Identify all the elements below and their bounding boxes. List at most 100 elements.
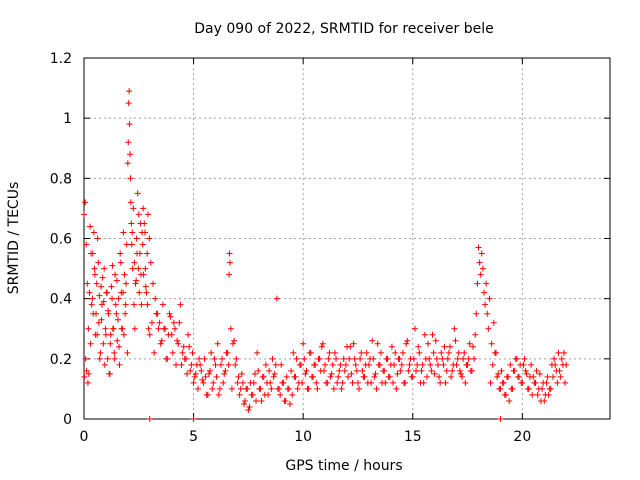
- data-point: [485, 325, 492, 332]
- data-point: [159, 301, 166, 308]
- data-point: [244, 385, 251, 392]
- y-tick-label: 0.8: [50, 171, 72, 187]
- data-point: [257, 385, 264, 392]
- data-point: [375, 361, 382, 368]
- data-point: [371, 373, 378, 380]
- data-point: [380, 367, 387, 374]
- data-point: [465, 355, 472, 362]
- data-point: [322, 361, 329, 368]
- data-point: [462, 379, 469, 386]
- data-point: [185, 331, 192, 338]
- data-point: [537, 397, 544, 404]
- data-point: [114, 316, 121, 323]
- data-point: [369, 337, 376, 344]
- data-point: [491, 349, 498, 356]
- data-point: [250, 379, 257, 386]
- data-point: [90, 229, 97, 236]
- data-point: [364, 379, 371, 386]
- data-point: [104, 355, 111, 362]
- data-point: [314, 385, 321, 392]
- data-point: [438, 349, 445, 356]
- data-point: [448, 373, 455, 380]
- data-point: [147, 259, 154, 266]
- data-point: [476, 259, 483, 266]
- data-point: [540, 379, 547, 386]
- data-point: [377, 349, 384, 356]
- data-point: [497, 416, 504, 422]
- data-point: [81, 373, 88, 380]
- data-point: [411, 325, 418, 332]
- data-point: [531, 379, 538, 386]
- data-point: [431, 370, 438, 377]
- data-point: [480, 289, 487, 296]
- data-point: [125, 100, 132, 107]
- data-point: [234, 379, 241, 386]
- data-point: [124, 349, 131, 356]
- data-point: [145, 325, 152, 332]
- data-point: [283, 373, 290, 380]
- data-point: [226, 259, 233, 266]
- data-point: [333, 355, 340, 362]
- data-point: [496, 385, 503, 392]
- data-point: [154, 310, 161, 317]
- data-point: [467, 367, 474, 374]
- data-point: [292, 373, 299, 380]
- data-point: [528, 361, 535, 368]
- data-point: [472, 331, 479, 338]
- data-point: [112, 271, 119, 278]
- data-point: [96, 355, 103, 362]
- data-point: [500, 379, 507, 386]
- data-point: [156, 319, 163, 326]
- data-point: [372, 370, 379, 377]
- data-point: [439, 355, 446, 362]
- data-point: [148, 319, 155, 326]
- data-point: [391, 361, 398, 368]
- data-point: [193, 361, 200, 368]
- data-point: [551, 355, 558, 362]
- data-point: [489, 361, 496, 368]
- data-point: [516, 373, 523, 380]
- data-point: [443, 367, 450, 374]
- data-point: [558, 355, 565, 362]
- data-point: [334, 379, 341, 386]
- data-point: [106, 370, 113, 377]
- data-point: [84, 280, 91, 287]
- data-point: [216, 385, 223, 392]
- data-point: [214, 340, 221, 347]
- data-point: [165, 331, 172, 338]
- data-point: [367, 355, 374, 362]
- data-point: [279, 379, 286, 386]
- data-point: [242, 397, 249, 404]
- data-point: [339, 379, 346, 386]
- data-point: [529, 391, 536, 398]
- data-point: [115, 295, 122, 302]
- data-point: [251, 370, 258, 377]
- data-point: [204, 391, 211, 398]
- data-point: [177, 301, 184, 308]
- data-point: [128, 241, 135, 248]
- data-point: [140, 205, 147, 212]
- data-point: [520, 361, 527, 368]
- data-point: [418, 367, 425, 374]
- data-point: [139, 241, 146, 248]
- data-point: [423, 373, 430, 380]
- data-point: [511, 367, 518, 374]
- data-point: [475, 244, 482, 251]
- data-point: [109, 295, 116, 302]
- data-point: [362, 361, 369, 368]
- data-point: [450, 361, 457, 368]
- data-point: [192, 370, 199, 377]
- data-point: [421, 331, 428, 338]
- data-point: [169, 349, 176, 356]
- data-point: [128, 220, 135, 227]
- data-point: [488, 340, 495, 347]
- data-point: [392, 349, 399, 356]
- data-point: [277, 391, 284, 398]
- data-point: [131, 325, 138, 332]
- data-point: [447, 343, 454, 350]
- data-point: [239, 379, 246, 386]
- data-point: [426, 355, 433, 362]
- data-point: [125, 139, 132, 146]
- data-point: [86, 289, 93, 296]
- data-point: [384, 355, 391, 362]
